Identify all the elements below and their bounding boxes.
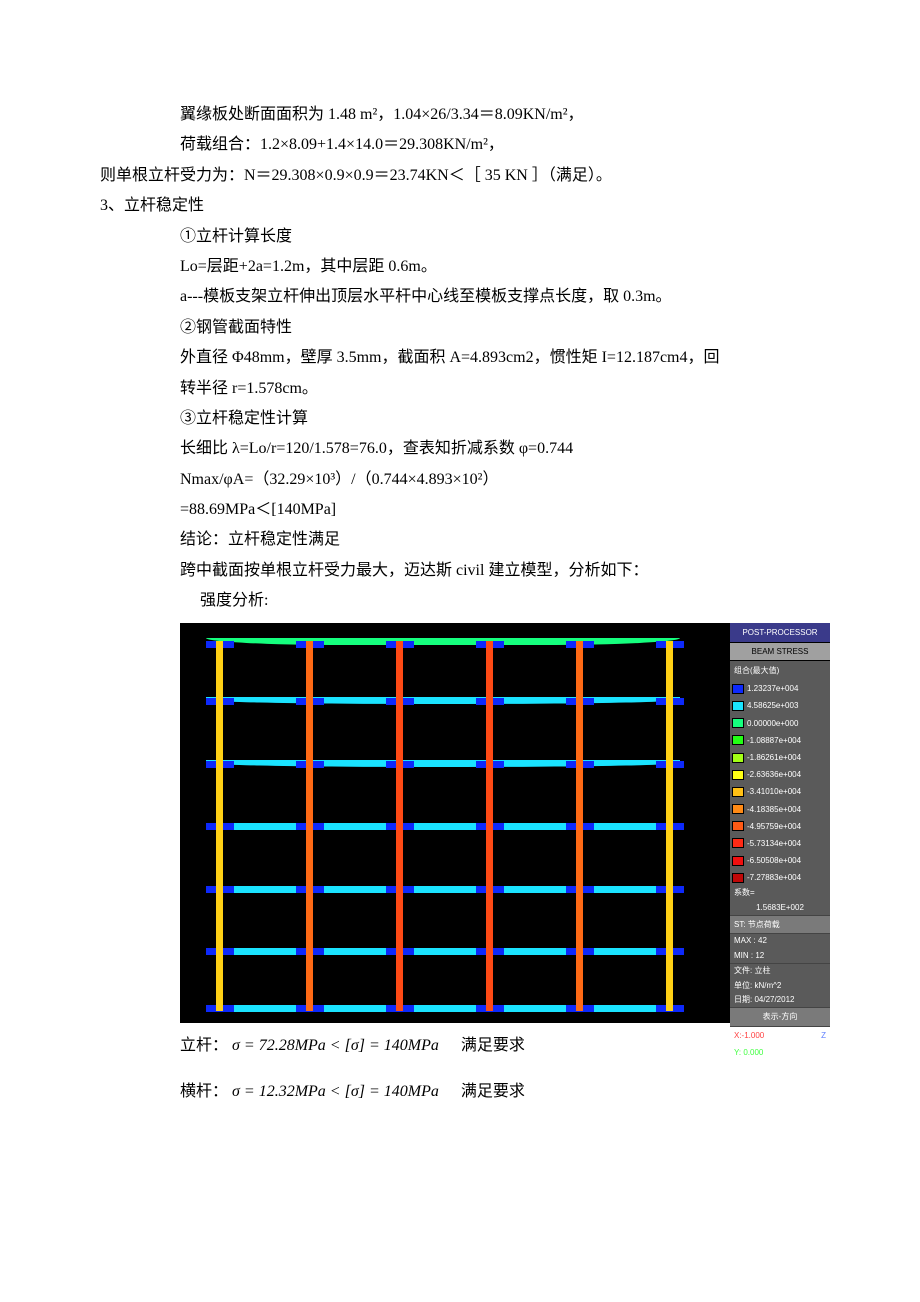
scale-row: -2.63636e+004 bbox=[730, 766, 830, 783]
formula-tail: 满足要求 bbox=[461, 1083, 525, 1100]
scale-row: -1.08887e+004 bbox=[730, 732, 830, 749]
document-page: 翼缘板处断面面积为 1.48 m²，1.04×26/3.34＝8.09KN/m²… bbox=[0, 0, 920, 1183]
date-label: 日期: 04/27/2012 bbox=[730, 993, 830, 1007]
text-line: =88.69MPa＜[140MPa] bbox=[100, 495, 820, 525]
max-label: MAX : 42 bbox=[730, 934, 830, 948]
scale-row: 4.58625e+003 bbox=[730, 697, 830, 714]
horizontal-member bbox=[206, 948, 680, 955]
coef-value: 1.5683E+002 bbox=[730, 901, 830, 915]
vertical-member bbox=[576, 641, 583, 1011]
text-line: ②钢管截面特性 bbox=[100, 313, 820, 343]
text-line: 翼缘板处断面面积为 1.48 m²，1.04×26/3.34＝8.09KN/m²… bbox=[100, 100, 820, 130]
legend-header: POST-PROCESSOR bbox=[730, 623, 830, 643]
coef-label: 系数= bbox=[730, 886, 830, 900]
scale-row: -4.95759e+004 bbox=[730, 818, 830, 835]
x-axis-label: X:-1.000 bbox=[734, 1031, 764, 1040]
text-line: a---模板支架立杆伸出顶层水平杆中心线至模板支撑点长度，取 0.3m。 bbox=[100, 282, 820, 312]
vertical-member bbox=[396, 641, 403, 1011]
z-axis-label: Z bbox=[821, 1028, 826, 1043]
view-label: 表示-方向 bbox=[730, 1007, 830, 1026]
color-swatch bbox=[732, 753, 744, 763]
text-line: 外直径 Φ48mm，壁厚 3.5mm，截面积 A=4.893cm2，惯性矩 I=… bbox=[100, 343, 820, 373]
color-swatch bbox=[732, 787, 744, 797]
scale-value: -4.95759e+004 bbox=[747, 819, 801, 834]
color-swatch bbox=[732, 735, 744, 745]
stress-diagram: POST-PROCESSOR BEAM STRESS 组合(最大值) 1.232… bbox=[180, 623, 830, 1023]
formula-lead: 横杆： bbox=[180, 1083, 228, 1100]
horizontal-member bbox=[206, 886, 680, 893]
scale-value: -6.50508e+004 bbox=[747, 853, 801, 868]
scale-value: -1.08887e+004 bbox=[747, 733, 801, 748]
scale-row: -4.18385e+004 bbox=[730, 801, 830, 818]
scale-row: -7.27883e+004 bbox=[730, 869, 830, 886]
scale-value: 1.23237e+004 bbox=[747, 681, 798, 696]
horizontal-member bbox=[206, 760, 680, 767]
scale-value: -5.73134e+004 bbox=[747, 836, 801, 851]
color-swatch bbox=[732, 873, 744, 883]
color-swatch bbox=[732, 718, 744, 728]
formula-body: σ = 12.32MPa < [σ] = 140MPa bbox=[232, 1083, 439, 1100]
text-line: Lo=层距+2a=1.2m，其中层距 0.6m。 bbox=[100, 252, 820, 282]
scale-value: 4.58625e+003 bbox=[747, 698, 798, 713]
color-swatch bbox=[732, 684, 744, 694]
formula-vertical: 立杆： σ = 72.28MPa < [σ] = 140MPa 满足要求 bbox=[100, 1031, 820, 1061]
st-label: ST: 节点荷载 bbox=[730, 915, 830, 934]
text-line: ①立杆计算长度 bbox=[100, 222, 820, 252]
y-axis-label: Y: 0.000 bbox=[734, 1048, 763, 1057]
vertical-member bbox=[216, 641, 223, 1011]
legend-panel: POST-PROCESSOR BEAM STRESS 组合(最大值) 1.232… bbox=[730, 623, 830, 1023]
horizontal-member bbox=[206, 1005, 680, 1012]
horizontal-member bbox=[206, 697, 680, 704]
text-line: 长细比 λ=Lo/r=120/1.578=76.0，查表知折减系数 φ=0.74… bbox=[100, 434, 820, 464]
scale-row: -5.73134e+004 bbox=[730, 835, 830, 852]
formula-lead: 立杆： bbox=[180, 1037, 228, 1054]
color-swatch bbox=[732, 804, 744, 814]
formula-tail: 满足要求 bbox=[461, 1037, 525, 1054]
color-scale: 1.23237e+004 4.58625e+003 0.00000e+000 -1.0… bbox=[730, 680, 830, 886]
vertical-member bbox=[306, 641, 313, 1011]
color-swatch bbox=[732, 838, 744, 848]
text-line: ③立杆稳定性计算 bbox=[100, 404, 820, 434]
text-line: 结论：立杆稳定性满足 bbox=[100, 525, 820, 555]
text-line: 荷载组合：1.2×8.09+1.4×14.0＝29.308KN/m²， bbox=[100, 130, 820, 160]
text-line: 转半径 r=1.578cm。 bbox=[100, 374, 820, 404]
text-line: 则单根立杆受力为：N＝29.308×0.9×0.9＝23.74KN＜［ 35 K… bbox=[100, 161, 820, 191]
text-line: Nmax/φA=（32.29×10³）/（0.744×4.893×10²） bbox=[100, 465, 820, 495]
scale-row: -1.86261e+004 bbox=[730, 749, 830, 766]
scale-row: 1.23237e+004 bbox=[730, 680, 830, 697]
scale-row: 0.00000e+000 bbox=[730, 715, 830, 732]
formula-horizontal: 横杆： σ = 12.32MPa < [σ] = 140MPa 满足要求 bbox=[100, 1077, 820, 1107]
scale-value: -4.18385e+004 bbox=[747, 802, 801, 817]
text-line: 3、立杆稳定性 bbox=[100, 191, 820, 221]
legend-combo-label: 组合(最大值) bbox=[730, 661, 830, 680]
plot-area bbox=[180, 623, 730, 1023]
horizontal-member bbox=[206, 638, 680, 645]
scale-value: -7.27883e+004 bbox=[747, 870, 801, 885]
scale-value: -3.41010e+004 bbox=[747, 784, 801, 799]
scale-value: -1.86261e+004 bbox=[747, 750, 801, 765]
axis-info-y: Y: 0.000 bbox=[730, 1044, 830, 1061]
scale-value: 0.00000e+000 bbox=[747, 716, 798, 731]
color-swatch bbox=[732, 701, 744, 711]
color-swatch bbox=[732, 856, 744, 866]
color-swatch bbox=[732, 821, 744, 831]
text-line: 跨中截面按单根立杆受力最大，迈达斯 civil 建立模型，分析如下： bbox=[100, 556, 820, 586]
min-label: MIN : 12 bbox=[730, 949, 830, 963]
scale-value: -2.63636e+004 bbox=[747, 767, 801, 782]
unit-label: 单位: kN/m^2 bbox=[730, 979, 830, 993]
vertical-member bbox=[666, 641, 673, 1011]
legend-subheader: BEAM STRESS bbox=[730, 643, 830, 661]
formula-body: σ = 72.28MPa < [σ] = 140MPa bbox=[232, 1037, 439, 1054]
color-swatch bbox=[732, 770, 744, 780]
file-label: 文件: 立柱 bbox=[730, 963, 830, 978]
vertical-member bbox=[486, 641, 493, 1011]
stress-diagram-container: POST-PROCESSOR BEAM STRESS 组合(最大值) 1.232… bbox=[100, 623, 820, 1023]
text-line: 强度分析: bbox=[100, 586, 820, 616]
axis-info: X:-1.000 Z bbox=[730, 1027, 830, 1044]
scale-row: -3.41010e+004 bbox=[730, 783, 830, 800]
scale-row: -6.50508e+004 bbox=[730, 852, 830, 869]
horizontal-member bbox=[206, 823, 680, 830]
